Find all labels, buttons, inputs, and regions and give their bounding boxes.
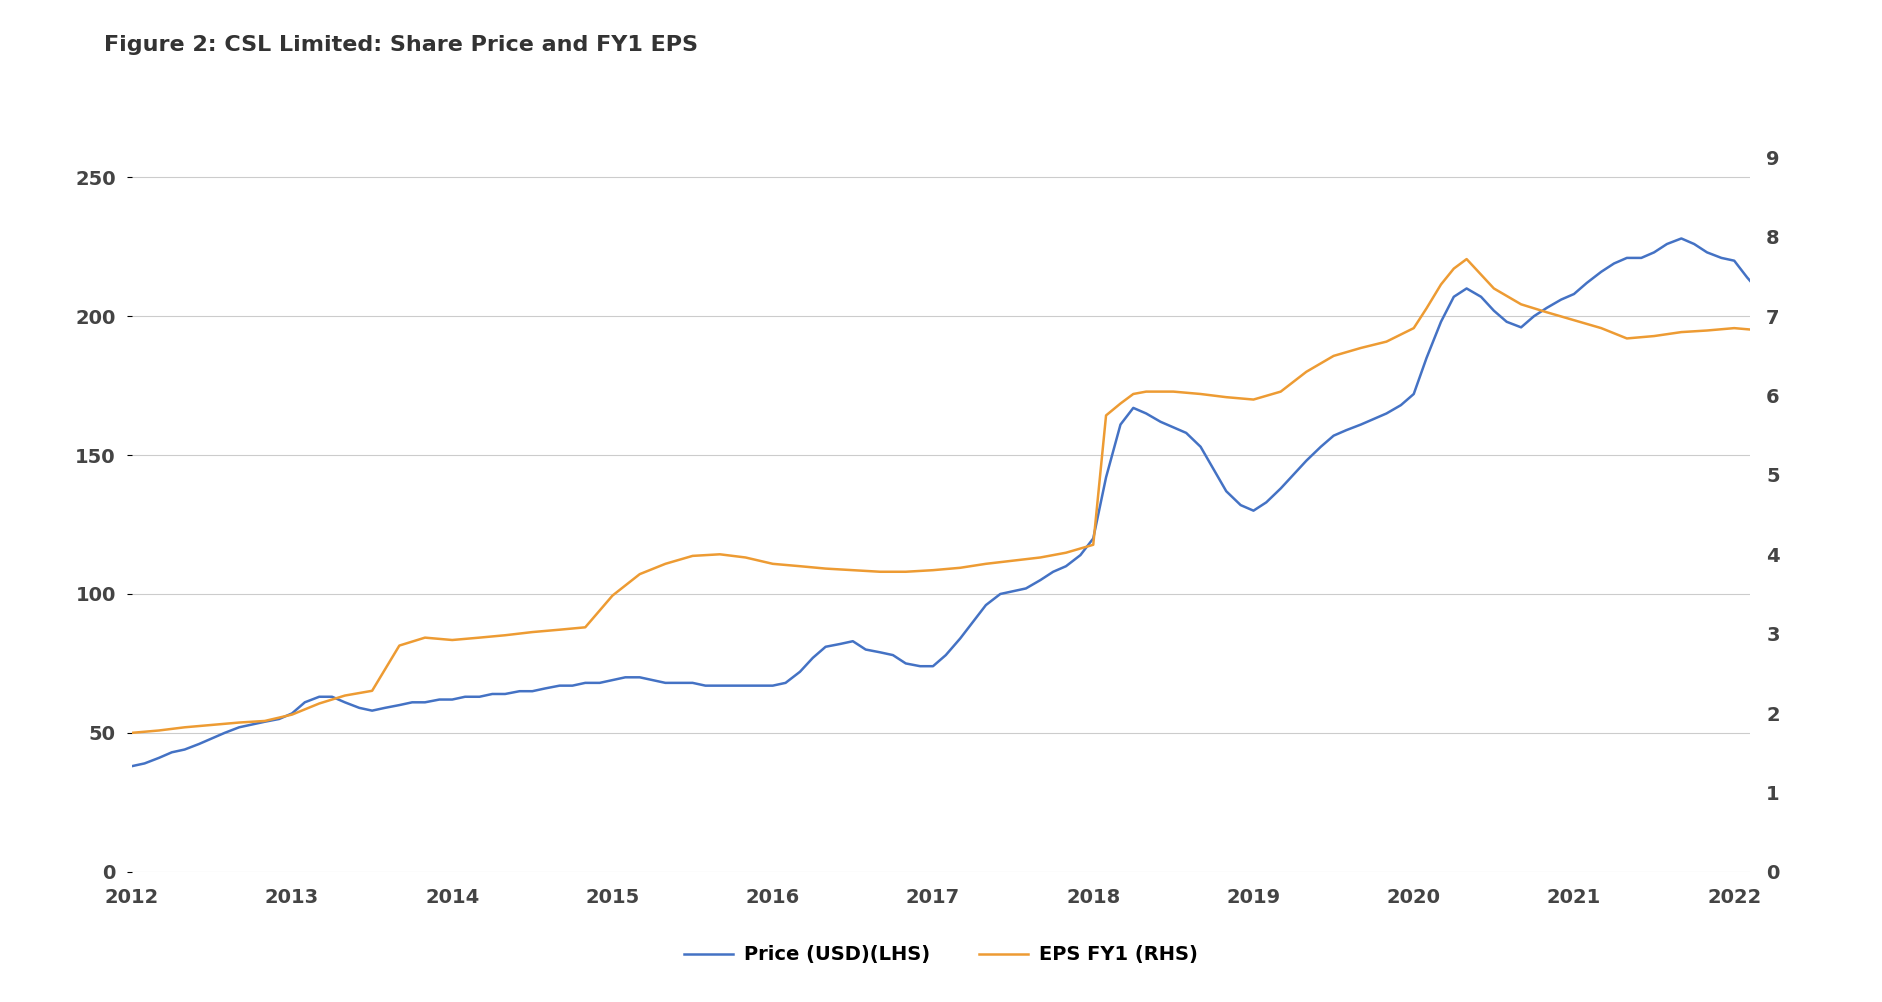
Price (USD)(LHS) [1536, 302, 1558, 314]
Price (USD)(LHS) [267, 713, 290, 725]
EPS FY1 (RHS) [1871, 320, 1882, 332]
Price (USD)(LHS) [1523, 311, 1545, 323]
Price (USD)(LHS) [1871, 322, 1882, 334]
Price (USD)(LHS) [333, 696, 356, 708]
EPS FY1 (RHS) [655, 558, 678, 570]
Legend: Price (USD)(LHS), EPS FY1 (RHS): Price (USD)(LHS), EPS FY1 (RHS) [676, 938, 1206, 972]
Text: Figure 2: CSL Limited: Share Price and FY1 EPS: Figure 2: CSL Limited: Share Price and F… [104, 35, 698, 55]
EPS FY1 (RHS) [120, 726, 143, 738]
EPS FY1 (RHS) [173, 721, 196, 733]
EPS FY1 (RHS) [1189, 388, 1212, 400]
Line: EPS FY1 (RHS): EPS FY1 (RHS) [132, 260, 1882, 732]
Price (USD)(LHS) [120, 761, 143, 773]
Line: Price (USD)(LHS): Price (USD)(LHS) [132, 238, 1882, 767]
Price (USD)(LHS) [1669, 232, 1692, 244]
Price (USD)(LHS) [708, 679, 730, 691]
EPS FY1 (RHS) [1455, 254, 1477, 266]
EPS FY1 (RHS) [1442, 263, 1464, 275]
EPS FY1 (RHS) [1029, 551, 1052, 563]
Price (USD)(LHS) [655, 677, 678, 689]
EPS FY1 (RHS) [1803, 326, 1826, 338]
